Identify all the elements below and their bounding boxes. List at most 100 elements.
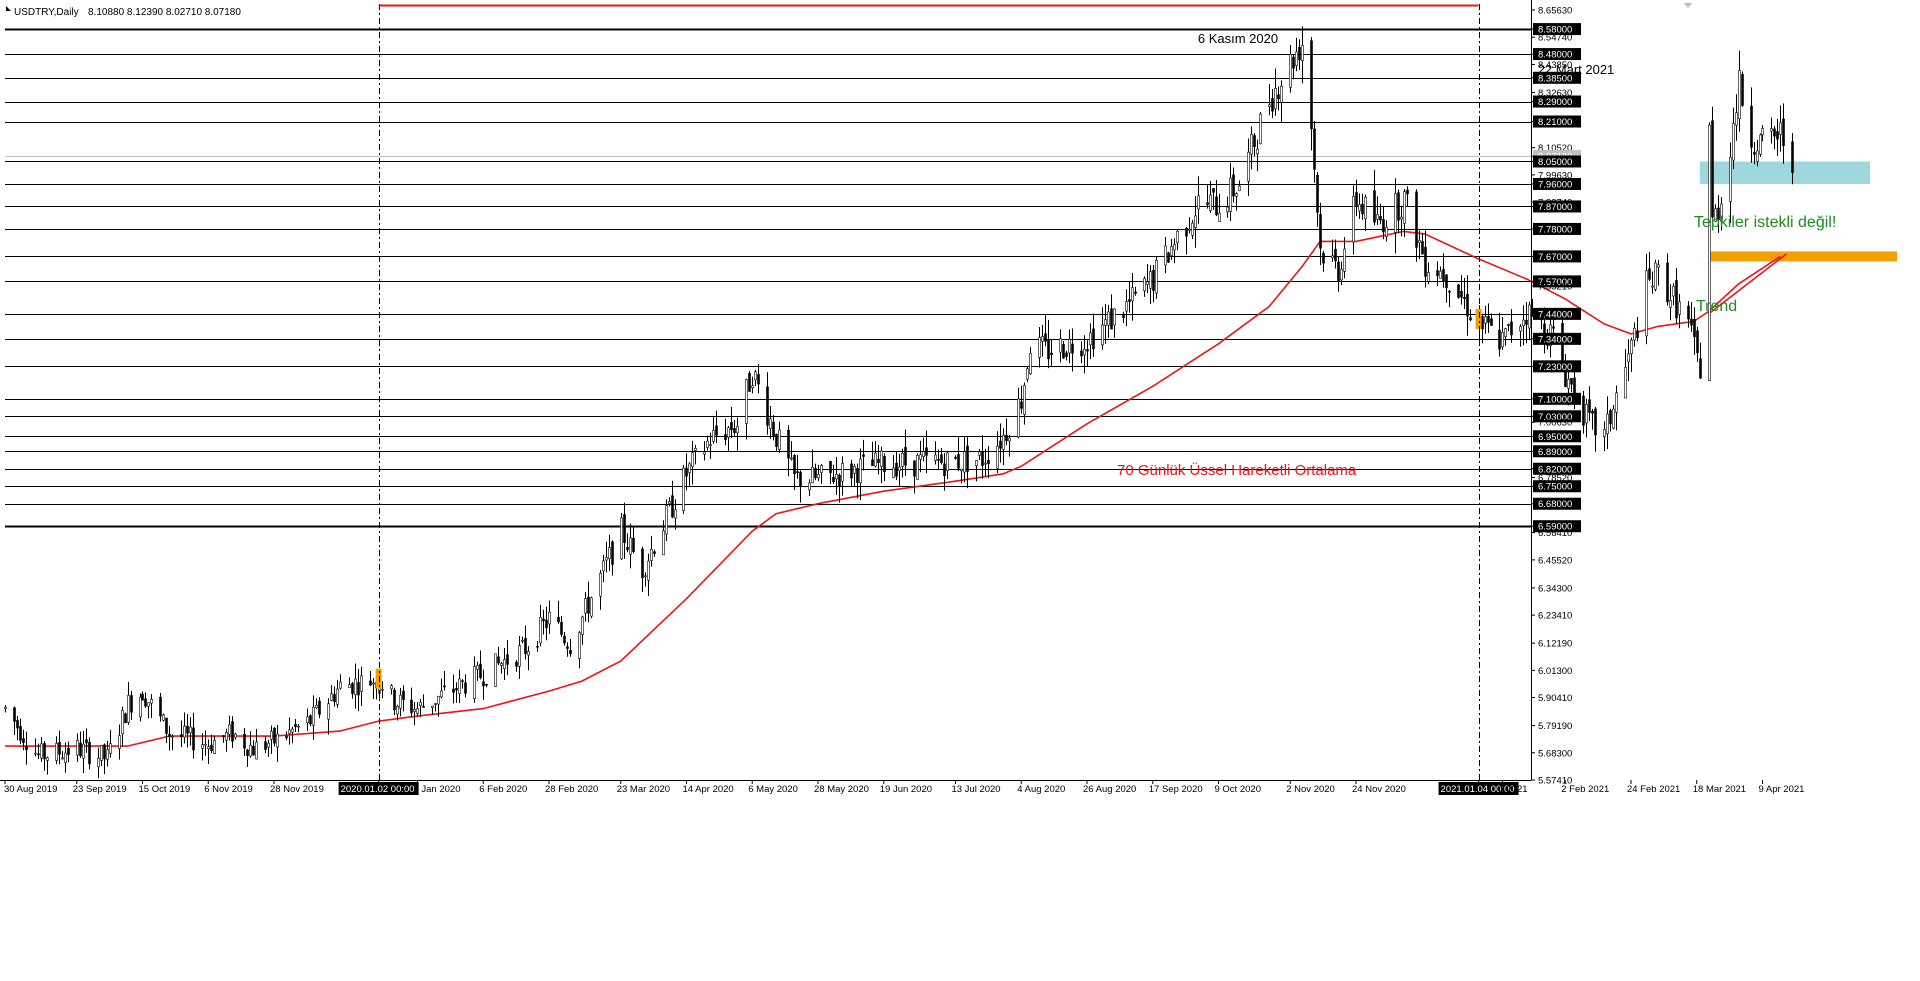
candle-body — [757, 374, 760, 385]
candle — [727, 425, 730, 452]
y-tick-highlight — [1533, 520, 1581, 533]
candle-body — [1466, 293, 1469, 317]
candle-body — [458, 678, 461, 694]
candle-body — [724, 434, 727, 441]
candle-body — [1277, 94, 1280, 100]
candle — [757, 363, 760, 394]
candle — [1510, 309, 1513, 343]
candle — [201, 733, 204, 761]
candle — [443, 671, 446, 691]
candle — [1415, 189, 1418, 262]
candle-body — [390, 685, 393, 690]
candle — [419, 699, 422, 718]
candle-body — [1782, 118, 1785, 146]
y-tick-highlight — [1533, 177, 1581, 190]
candle-body — [264, 741, 267, 750]
candle-body — [916, 455, 919, 480]
scroll-marker-icon[interactable] — [1684, 3, 1692, 8]
candle-body — [234, 733, 237, 738]
candle-body — [1729, 156, 1732, 202]
candle-body — [189, 726, 192, 734]
x-tick-label: 28 Nov 2019 — [270, 784, 324, 795]
y-tick-label: 8.10520 — [1538, 143, 1572, 154]
candle-body — [632, 537, 635, 552]
candle-body — [1750, 105, 1753, 148]
candle — [730, 406, 733, 438]
candle — [1170, 238, 1173, 260]
candle — [1528, 301, 1531, 341]
candle — [644, 572, 647, 587]
candle-body — [76, 740, 79, 756]
candle-body — [1675, 280, 1678, 319]
candle-body — [859, 458, 862, 484]
candle — [273, 726, 276, 747]
candle-body — [1295, 51, 1298, 67]
candle-body — [1209, 194, 1212, 211]
candle-body — [1361, 203, 1364, 215]
candle — [1247, 138, 1250, 196]
candle — [1427, 262, 1430, 285]
candle — [856, 463, 859, 499]
candle-body — [1355, 192, 1358, 206]
candle — [1313, 120, 1316, 183]
candle-body — [1615, 392, 1618, 413]
candle-body — [647, 560, 650, 581]
candle-body — [1044, 333, 1047, 342]
candle — [1050, 339, 1053, 366]
candle — [1457, 283, 1460, 299]
y-tick-label: 8.54740 — [1538, 33, 1572, 44]
candle — [1071, 328, 1074, 372]
candle — [706, 435, 709, 451]
candle-body — [186, 725, 189, 734]
y-tick-highlight — [1533, 445, 1581, 458]
candle-body — [1630, 339, 1633, 355]
y-tick-label: 8.29000 — [1538, 97, 1572, 108]
y-tick-highlight — [1533, 48, 1581, 61]
candle-body — [1612, 408, 1615, 429]
candle-body — [1337, 261, 1340, 282]
candle — [1666, 253, 1669, 306]
horizontal-levels — [5, 28, 1531, 528]
candle-body — [1026, 368, 1029, 380]
candle — [1729, 142, 1732, 224]
candle — [874, 440, 877, 468]
candle — [745, 378, 748, 440]
candle-body — [629, 537, 632, 555]
candle-body — [267, 743, 270, 748]
candle — [348, 677, 351, 688]
candle-body — [1038, 337, 1041, 358]
y-tick-label: 7.55210 — [1538, 281, 1572, 292]
candle — [309, 714, 312, 727]
candle — [1125, 289, 1128, 327]
candle — [1337, 256, 1340, 292]
candle — [1397, 189, 1400, 234]
candle — [629, 523, 632, 569]
candle — [464, 674, 467, 698]
candle — [189, 717, 192, 746]
candle-body — [880, 450, 883, 467]
candle — [1591, 408, 1594, 430]
candle-body — [1008, 437, 1011, 442]
candle — [1080, 341, 1083, 364]
y-tick-highlight — [1533, 410, 1581, 423]
candle-body — [1448, 290, 1451, 293]
candle-body — [1756, 150, 1759, 162]
candle-body — [222, 735, 225, 738]
candle-body — [1352, 195, 1355, 243]
candle — [1131, 272, 1134, 321]
candle — [1669, 284, 1672, 321]
candle — [1657, 260, 1660, 286]
candle-body — [1738, 70, 1741, 120]
candle-body — [581, 616, 584, 635]
candle-body — [1238, 185, 1241, 191]
candle-body — [799, 471, 802, 487]
candle — [1331, 239, 1334, 262]
candle-body — [1128, 299, 1131, 302]
candle — [1498, 312, 1501, 357]
x-tick-label: 15 Oct 2019 — [138, 784, 190, 795]
candle — [1717, 195, 1720, 233]
candle-body — [1107, 311, 1110, 326]
candle-body — [336, 688, 339, 705]
